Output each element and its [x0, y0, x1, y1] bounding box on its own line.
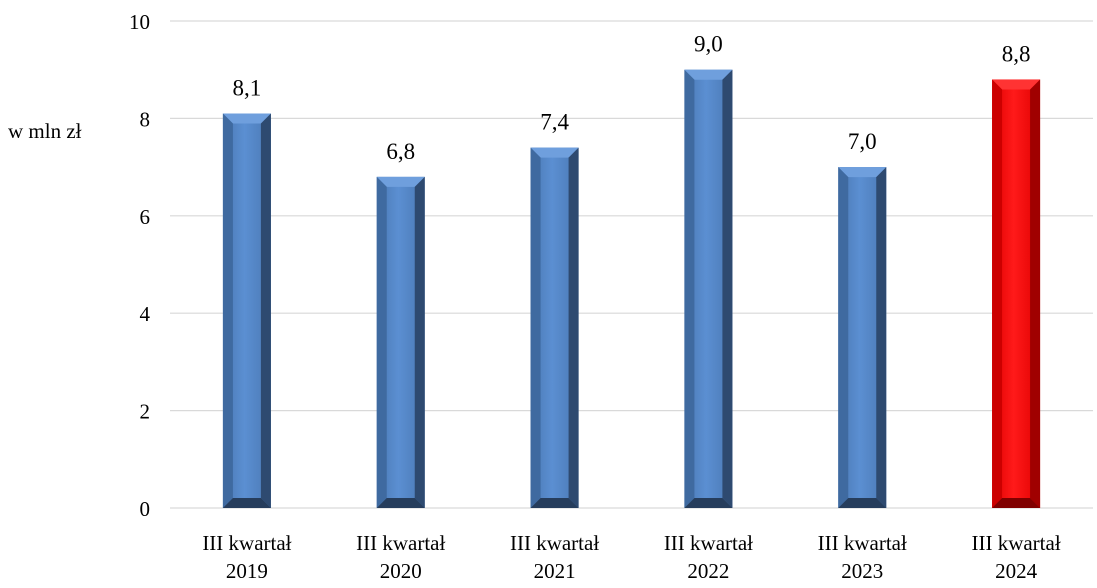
- bar-right-bevel-1: [414, 176, 425, 508]
- y-tick-label-2: 4: [140, 302, 151, 326]
- data-label-0: 8,1: [233, 76, 262, 101]
- data-label-2: 7,4: [540, 110, 569, 135]
- bar-0: [222, 113, 271, 508]
- bar-left-bevel-1: [376, 176, 387, 508]
- data-label-3: 9,0: [694, 32, 723, 57]
- bar-right-bevel-4: [876, 167, 887, 508]
- bar-bottom-bevel-1: [376, 498, 425, 508]
- gridlines: [170, 20, 1093, 509]
- bar-3: [684, 69, 733, 508]
- bar-bottom-bevel-5: [992, 498, 1041, 508]
- bar-top-bevel-2: [530, 147, 579, 158]
- bar-left-bevel-5: [992, 79, 1003, 508]
- x-tick-label-0-line-1: 2019: [226, 559, 268, 583]
- x-tick-label-4-line-1: 2023: [841, 559, 883, 583]
- y-tick-label-5: 10: [129, 10, 150, 34]
- bar-2: [530, 147, 579, 508]
- data-label-1: 6,8: [386, 139, 415, 164]
- bar-4: [838, 167, 887, 508]
- bar-top-bevel-3: [684, 69, 733, 80]
- bar-top-bevel-5: [992, 79, 1041, 90]
- x-tick-label-2-line-0: III kwartał: [510, 531, 599, 555]
- data-labels: 8,1 6,8 7,4 9,0 7,0 8,8: [233, 32, 1031, 164]
- x-tick-label-3-line-1: 2022: [687, 559, 729, 583]
- bar-left-bevel-0: [222, 113, 233, 508]
- y-tick-label-4: 8: [140, 107, 151, 131]
- x-tick-label-4-line-0: III kwartał: [818, 531, 907, 555]
- data-label-5: 8,8: [1002, 41, 1031, 66]
- bar-left-bevel-3: [684, 69, 695, 508]
- bar-top-bevel-4: [838, 167, 887, 178]
- bars: [222, 69, 1041, 508]
- y-axis-ticks: 0 2 4 6 8 10: [129, 10, 151, 521]
- y-tick-label-3: 6: [140, 205, 151, 229]
- x-tick-label-1-line-1: 2020: [380, 559, 422, 583]
- bar-right-bevel-2: [568, 147, 579, 508]
- x-tick-label-3-line-0: III kwartał: [664, 531, 753, 555]
- x-tick-label-1-line-0: III kwartał: [356, 531, 445, 555]
- bar-right-bevel-5: [1030, 79, 1041, 508]
- y-axis-label: w mln zł: [8, 119, 82, 143]
- x-tick-label-5-line-1: 2024: [995, 559, 1038, 583]
- bar-left-bevel-4: [838, 167, 849, 508]
- bar-left-bevel-2: [530, 147, 541, 508]
- y-tick-label-0: 0: [140, 497, 151, 521]
- bar-right-bevel-0: [260, 113, 271, 508]
- x-axis-ticks: III kwartał 2019 III kwartał 2020 III kwarta…: [202, 531, 1061, 583]
- bar-1: [376, 176, 425, 508]
- bar-bottom-bevel-4: [838, 498, 887, 508]
- x-tick-label-5-line-0: III kwartał: [971, 531, 1060, 555]
- bar-5: [992, 79, 1041, 508]
- bar-top-bevel-0: [222, 113, 271, 124]
- bar-bottom-bevel-3: [684, 498, 733, 508]
- bar-top-bevel-1: [376, 176, 425, 187]
- bar-bottom-bevel-0: [222, 498, 271, 508]
- x-tick-label-0-line-0: III kwartał: [202, 531, 291, 555]
- y-tick-label-1: 2: [140, 400, 151, 424]
- data-label-4: 7,0: [848, 129, 877, 154]
- bar-right-bevel-3: [722, 69, 733, 508]
- bar-bottom-bevel-2: [530, 498, 579, 508]
- x-tick-label-2-line-1: 2021: [534, 559, 576, 583]
